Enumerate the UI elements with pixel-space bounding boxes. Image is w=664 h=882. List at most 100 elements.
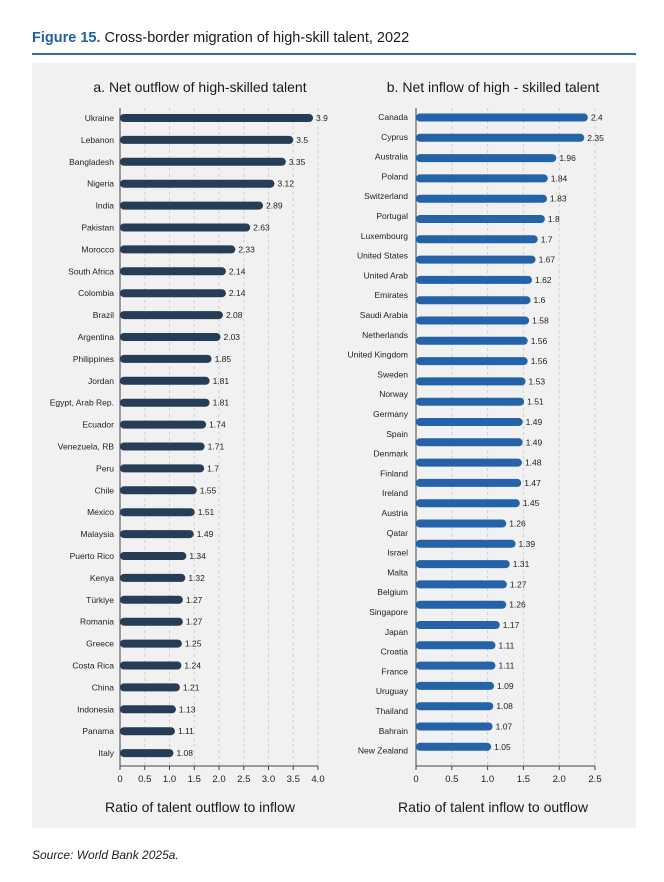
right-category-label: Finland bbox=[380, 468, 408, 478]
left-bar bbox=[120, 114, 314, 122]
right-value-label: 1.67 bbox=[539, 255, 556, 265]
right-value-label: 1.56 bbox=[531, 356, 548, 366]
left-bar bbox=[120, 289, 226, 298]
right-category-label: Singapore bbox=[369, 607, 408, 617]
right-category-label: Australia bbox=[375, 152, 408, 162]
right-value-label: 1.7 bbox=[541, 234, 553, 244]
right-bar bbox=[416, 560, 510, 569]
right-value-label: 1.09 bbox=[497, 681, 514, 691]
left-category-label: Puerto Rico bbox=[70, 551, 115, 561]
right-bar bbox=[416, 316, 530, 325]
right-category-label: Thailand bbox=[375, 706, 408, 716]
left-bar bbox=[120, 508, 195, 517]
left-value-label: 3.12 bbox=[277, 179, 294, 189]
right-bar bbox=[416, 438, 523, 447]
right-category-label: France bbox=[382, 666, 409, 676]
left-value-label: 1.21 bbox=[183, 682, 200, 692]
left-bar bbox=[120, 727, 175, 736]
right-value-label: 1.49 bbox=[526, 417, 543, 427]
right-bar bbox=[416, 458, 522, 467]
left-bar bbox=[120, 442, 205, 451]
right-bar bbox=[416, 215, 545, 223]
left-value-label: 1.81 bbox=[213, 376, 230, 386]
left-category-label: Malaysia bbox=[80, 529, 114, 539]
right-bar bbox=[416, 357, 528, 366]
left-bar bbox=[120, 617, 183, 626]
left-category-label: Panama bbox=[82, 726, 114, 736]
right-category-label: Israel bbox=[387, 548, 408, 558]
right-bar bbox=[416, 681, 495, 690]
left-bar bbox=[120, 267, 226, 276]
left-value-label: 1.55 bbox=[200, 485, 217, 495]
left-category-label: Greece bbox=[86, 639, 114, 649]
left-category-label: Nigeria bbox=[87, 179, 114, 189]
right-axis-title: Ratio of talent inflow to outflow bbox=[398, 799, 589, 815]
left-tick-label: 2.0 bbox=[212, 774, 225, 785]
left-value-label: 1.27 bbox=[186, 617, 203, 627]
right-category-label: Poland bbox=[382, 171, 409, 181]
left-tick-label: 3.0 bbox=[262, 774, 275, 785]
right-category-label: Saudi Arabia bbox=[360, 310, 408, 320]
left-category-label: Bangladesh bbox=[69, 157, 114, 167]
left-axis-title: Ratio of talent outflow to inflow bbox=[105, 799, 296, 815]
right-bar bbox=[416, 641, 496, 650]
right-category-label: Luxembourg bbox=[361, 231, 409, 241]
left-bar bbox=[120, 530, 194, 539]
right-bar bbox=[416, 255, 536, 264]
right-tick-label: 0.5 bbox=[445, 774, 458, 785]
right-tick-label: 1.5 bbox=[517, 774, 530, 785]
left-category-label: Venezuela, RB bbox=[58, 442, 115, 452]
right-category-label: Netherlands bbox=[362, 330, 408, 340]
left-category-label: Ukraine bbox=[85, 113, 115, 123]
left-category-label: Peru bbox=[96, 463, 114, 473]
left-value-label: 2.33 bbox=[238, 244, 255, 254]
right-category-label: Switzerland bbox=[364, 191, 408, 201]
left-category-label: Brazil bbox=[93, 310, 114, 320]
left-value-label: 1.85 bbox=[215, 354, 232, 364]
right-value-label: 1.48 bbox=[525, 458, 542, 468]
left-bar bbox=[120, 683, 180, 692]
left-tick-label: 4.0 bbox=[311, 774, 324, 785]
right-value-label: 1.26 bbox=[509, 600, 526, 610]
right-value-label: 1.08 bbox=[496, 701, 513, 711]
right-category-label: United Kingdom bbox=[348, 350, 408, 360]
left-category-label: Colombia bbox=[78, 288, 114, 298]
right-bar bbox=[416, 336, 528, 345]
right-category-label: Denmark bbox=[374, 449, 409, 459]
right-category-label: Japan bbox=[385, 627, 408, 637]
left-value-label: 1.7 bbox=[207, 463, 219, 473]
right-category-label: Austria bbox=[382, 508, 409, 518]
left-value-label: 2.14 bbox=[229, 266, 246, 276]
left-value-label: 2.14 bbox=[229, 288, 246, 298]
left-bar bbox=[120, 552, 187, 560]
right-category-label: Ireland bbox=[382, 488, 408, 498]
left-value-label: 1.81 bbox=[213, 398, 230, 408]
right-value-label: 1.47 bbox=[524, 478, 541, 488]
left-value-label: 2.63 bbox=[253, 223, 270, 233]
right-category-label: Qatar bbox=[387, 528, 408, 538]
left-category-label: Türkiye bbox=[86, 595, 114, 605]
left-bar bbox=[120, 245, 236, 254]
right-bar bbox=[416, 519, 507, 528]
right-value-label: 1.49 bbox=[526, 437, 543, 447]
right-value-label: 1.84 bbox=[551, 173, 568, 183]
left-category-label: Indonesia bbox=[77, 704, 114, 714]
right-value-label: 1.31 bbox=[513, 559, 530, 569]
left-value-label: 2.03 bbox=[223, 332, 240, 342]
left-value-label: 3.9 bbox=[316, 113, 328, 123]
right-bar bbox=[416, 478, 522, 487]
left-value-label: 1.32 bbox=[188, 573, 205, 583]
right-bar bbox=[416, 397, 525, 406]
heading-rule bbox=[32, 53, 636, 55]
left-value-label: 1.27 bbox=[186, 595, 203, 605]
right-category-label: United Arab bbox=[364, 270, 409, 280]
right-value-label: 1.96 bbox=[559, 153, 576, 163]
right-value-label: 1.58 bbox=[532, 316, 549, 326]
left-value-label: 1.08 bbox=[176, 748, 193, 758]
right-bar bbox=[416, 174, 548, 183]
right-bar bbox=[416, 722, 493, 731]
left-tick-label: 0 bbox=[117, 774, 122, 785]
left-category-label: Egypt, Arab Rep. bbox=[50, 398, 114, 408]
left-tick-label: 0.5 bbox=[138, 774, 151, 785]
